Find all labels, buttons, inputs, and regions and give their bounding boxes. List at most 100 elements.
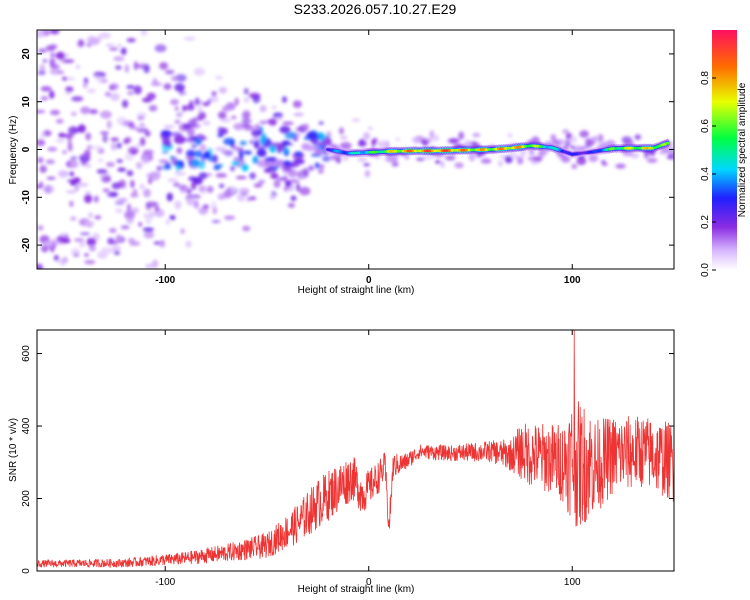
spectrogram-noise-blob	[66, 190, 77, 194]
spectrogram-noise-blob	[215, 173, 228, 178]
spectrogram-noise-blob	[148, 104, 158, 112]
spectrogram-noise-blob	[235, 175, 247, 180]
spectrogram-noise-blob	[217, 133, 224, 138]
spectrogram-noise-blob	[391, 161, 399, 167]
snr-x-ticks: -100 0 100	[155, 330, 581, 588]
spectrogram-noise-blob	[69, 160, 80, 169]
spectrogram-noise-blob	[433, 134, 439, 142]
spectrogram-noise-blob	[145, 216, 152, 225]
spectrogram-noise-blob	[198, 185, 206, 192]
spectrogram-noise-blob	[42, 184, 55, 194]
spectrogram-noise-blob	[234, 97, 239, 106]
spectrogram-noise-blob	[531, 156, 543, 162]
spectrogram-noise-blob	[317, 168, 324, 174]
spectrogram-noise-blob	[140, 30, 148, 36]
spectrogram-noise-blob	[107, 238, 115, 243]
spectrogram-noise-blob	[99, 131, 110, 135]
spectrogram-noise-blob	[80, 106, 91, 115]
spectrogram-noise-blob	[96, 169, 108, 174]
spectrogram-noise-blob	[253, 156, 259, 164]
spectrogram-noise-blob	[69, 200, 74, 207]
spectrogram-noise-blob	[56, 259, 67, 264]
snr-plot-area	[37, 330, 674, 571]
spectrogram-noise-blob	[294, 151, 303, 157]
spectrogram-y-ticks: -20 -10 0 10 20	[21, 48, 674, 252]
spectrogram-noise-blob	[135, 161, 143, 170]
spectrogram-noise-blob	[117, 43, 122, 48]
spectrogram-noise-blob	[259, 136, 266, 145]
spectrogram-noise-blob	[37, 263, 44, 269]
spectrogram-noise-blob	[322, 155, 331, 162]
spectrogram-noise-blob	[185, 104, 195, 111]
spectrogram-noise-blob	[49, 109, 61, 116]
spectrogram-noise-blob	[253, 183, 263, 188]
spectrogram-noise-blob	[363, 163, 370, 167]
spectrogram-noise-blob	[667, 146, 674, 156]
spectrogram-noise-blob	[259, 105, 267, 113]
spectrogram-noise-blob	[173, 135, 186, 144]
spectrogram-noise-blob	[372, 137, 379, 144]
spectrogram-noise-blob	[222, 106, 227, 111]
spectrogram-noise-blob	[152, 78, 158, 84]
spectrogram-noise-blob	[646, 158, 658, 163]
spectrogram-noise-blob	[37, 157, 44, 164]
spectrogram-noise-blob	[179, 160, 185, 170]
spectrogram-noise-blob	[86, 35, 98, 45]
spectrogram-noise-blob	[175, 164, 181, 173]
spectrogram-noise-blob	[504, 155, 513, 164]
spectrogram-noise-blob	[414, 139, 421, 144]
spectrogram-noise-blob	[127, 238, 136, 243]
spectrogram-noise-blob	[435, 160, 441, 164]
spectrogram-noise-blob	[242, 225, 251, 232]
spectrogram-noise-blob	[282, 160, 291, 165]
spectrogram-noise-blob	[137, 115, 145, 121]
spectrogram-noise-blob	[480, 158, 492, 164]
spectrogram-noise-blob	[154, 44, 167, 53]
spectrogram-noise-blob	[615, 163, 626, 169]
spectrogram-noise-blob	[458, 131, 465, 140]
spectrogram-noise-blob	[86, 88, 96, 94]
spectrogram-noise-blob	[133, 189, 138, 193]
spectrogram-noise-blob	[249, 172, 256, 180]
spectrogram-noise-blob	[170, 75, 179, 82]
spectrogram-noise-blob	[231, 186, 236, 193]
spectrogram-noise-blob	[221, 150, 232, 154]
spectrogram-noise-blob	[62, 59, 75, 64]
snr-series-line	[37, 330, 674, 568]
spectrogram-noise-blob	[291, 162, 300, 168]
colorbar-tick-label: 0.4	[700, 167, 711, 181]
spectrogram-noise-blob	[174, 83, 186, 92]
spectrogram-noise-blob	[117, 167, 127, 172]
spectrogram-noise-blob	[37, 110, 46, 114]
spectrogram-noise-blob	[127, 123, 135, 127]
spectrogram-noise-blob	[197, 111, 207, 120]
spectrogram-noise-blob	[153, 241, 161, 245]
snr-y-tick-label: 200	[21, 490, 32, 507]
spectrogram-noise-blob	[42, 58, 48, 63]
spectrogram-noise-blob	[422, 154, 435, 160]
spectrogram-noise-blob	[53, 255, 59, 261]
spectrogram-noise-blob	[318, 164, 325, 169]
spectrogram-noise-blob	[182, 105, 187, 112]
spectrogram-noise-blob	[110, 92, 120, 102]
spectrogram-noise-blob	[497, 160, 503, 167]
spectrogram-noise-blob	[70, 216, 77, 221]
spectrogram-noise-blob	[170, 132, 183, 137]
spectrogram-noise-blob	[124, 210, 136, 220]
spectrogram-noise-blob	[416, 157, 425, 161]
spectrogram-noise-blob	[274, 142, 283, 148]
spectrogram-noise-blob	[164, 161, 171, 169]
spectrogram-noise-blob	[249, 140, 254, 144]
spectrogram-noise-blob	[561, 155, 571, 163]
spectrogram-noise-blob	[84, 260, 96, 265]
snr-plot: -100 0 100 0 200 400 600 Height of straight l…	[8, 329, 675, 595]
spectrogram-noise-blob	[159, 62, 169, 70]
spectrogram-noise-blob	[269, 144, 277, 153]
spectrogram-noise-blob	[148, 171, 161, 181]
spectrogram-noise-blob	[217, 126, 224, 135]
spectrogram-noise-blob	[50, 52, 56, 58]
spectrogram-noise-blob	[143, 64, 150, 74]
spectrogram-noise-blob	[178, 184, 188, 190]
spectrogram-noise-blob	[126, 203, 132, 212]
spectrogram-noise-blob	[185, 155, 195, 161]
